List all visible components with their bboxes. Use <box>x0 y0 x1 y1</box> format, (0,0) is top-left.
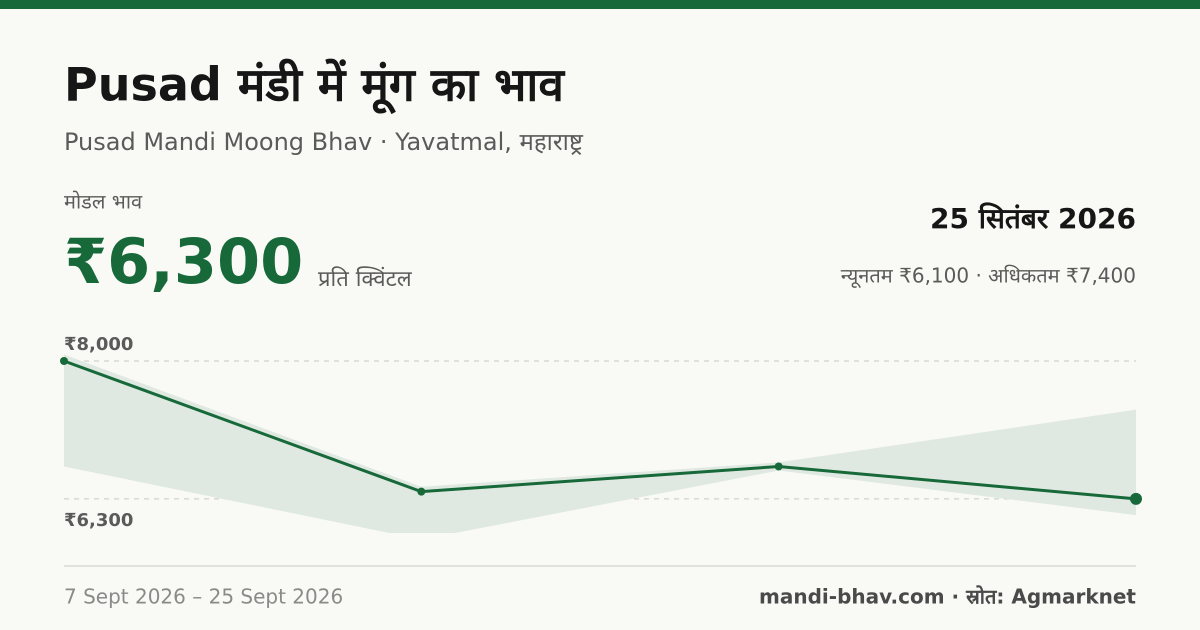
range-band <box>64 354 1136 533</box>
source: mandi-bhav.com · स्रोत: Agmarknet <box>759 585 1136 609</box>
title: Pusad मंडी में मूंग का भाव <box>64 58 565 115</box>
modal-label: मोडल भाव <box>64 190 143 214</box>
point <box>417 487 426 496</box>
price: ₹6,300 <box>64 225 303 298</box>
point <box>1130 492 1142 505</box>
top-bar <box>0 0 1200 9</box>
period: 7 Sept 2026 – 25 Sept 2026 <box>64 585 343 609</box>
point <box>60 356 68 365</box>
y-tick-label: ₹6,300 <box>64 510 133 531</box>
y-tick-label: ₹8,000 <box>64 334 133 355</box>
subtitle: Pusad Mandi Moong Bhav · Yavatmal, महारा… <box>64 128 584 156</box>
unit: प्रति क्विंटल <box>318 266 413 292</box>
date: 25 सितंबर 2026 <box>930 202 1136 235</box>
min-max: न्यूनतम ₹6,100 · अधिकतम ₹7,400 <box>841 264 1136 289</box>
point <box>774 462 783 471</box>
price-line <box>63 359 1137 501</box>
